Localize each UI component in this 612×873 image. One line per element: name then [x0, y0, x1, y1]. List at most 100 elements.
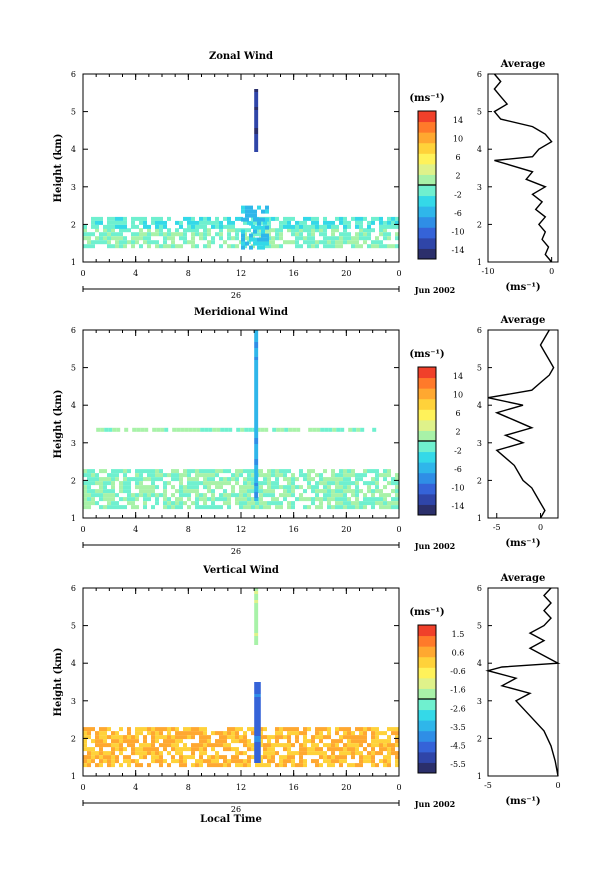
heatmap-cell — [363, 747, 367, 752]
heatmap-cell — [223, 493, 227, 498]
heatmap-cell — [147, 727, 151, 732]
heatmap-cell — [151, 743, 155, 748]
heatmap-cell — [391, 489, 395, 494]
y-tick-label: 5 — [71, 364, 76, 373]
heatmap-cell — [179, 739, 183, 744]
heatmap-cell — [103, 481, 107, 486]
heatmap-cell — [87, 759, 91, 764]
heatmap-cell — [257, 237, 261, 242]
heatmap-cell — [267, 220, 271, 225]
heatmap-cell — [319, 473, 323, 478]
heatmap-cell — [323, 477, 327, 482]
colorbar-swatch — [418, 111, 436, 123]
heatmap-cell — [254, 435, 259, 438]
heatmap-cell — [279, 727, 283, 732]
heatmap-cell — [243, 489, 247, 494]
heatmap-cell — [241, 237, 245, 242]
heatmap-cell — [323, 751, 327, 756]
heatmap-cell — [254, 426, 259, 429]
heatmap-cell — [107, 477, 111, 482]
heatmap-cell — [179, 735, 183, 740]
heatmap-cell — [175, 731, 179, 736]
heatmap-cell — [271, 244, 275, 249]
heatmap-cell — [331, 220, 335, 225]
heatmap-cell — [99, 505, 103, 510]
heatmap-cell — [183, 735, 187, 740]
heatmap-cell — [291, 216, 295, 221]
heatmap-cell — [254, 357, 259, 360]
heatmap-cell — [331, 232, 335, 237]
heatmap-cell — [371, 489, 375, 494]
heatmap-cell — [291, 477, 295, 482]
heatmap-cell — [307, 244, 311, 249]
heatmap-cell — [351, 481, 355, 486]
heatmap-cell — [167, 735, 171, 740]
heatmap-cell — [254, 104, 259, 107]
heatmap-cell — [327, 735, 331, 740]
heatmap-cell — [307, 216, 311, 221]
heatmap-cell — [343, 477, 347, 482]
heatmap-cell — [183, 493, 187, 498]
heatmap-cell — [119, 220, 123, 225]
heatmap-cell — [215, 485, 219, 490]
heatmap-cell — [283, 747, 287, 752]
heatmap-cell — [241, 233, 245, 238]
heatmap-cell — [152, 427, 157, 432]
heatmap-cell — [91, 216, 95, 221]
heatmap-cell — [275, 216, 279, 221]
heatmap-cell — [283, 240, 287, 245]
heatmap-cell — [119, 497, 123, 502]
average-y-tick-label: 3 — [477, 183, 482, 192]
heatmap-cell — [179, 497, 183, 502]
heatmap-cell — [199, 236, 203, 241]
heatmap-cell — [343, 497, 347, 502]
heatmap-cell — [196, 427, 201, 432]
heatmap-cell — [123, 739, 127, 744]
heatmap-cell — [331, 747, 335, 752]
heatmap-cell — [367, 489, 371, 494]
heatmap-cell — [323, 493, 327, 498]
heatmap-cell — [315, 489, 319, 494]
heatmap-cell — [303, 735, 307, 740]
colorbar-swatch — [418, 216, 436, 228]
heatmap-cell — [100, 427, 105, 432]
heatmap-cell — [211, 497, 215, 502]
y-tick-label: 5 — [71, 108, 76, 117]
heatmap-cell — [267, 739, 271, 744]
heatmap-cell — [347, 731, 351, 736]
heatmap-cell — [247, 501, 251, 506]
x-tick-label: 0 — [396, 783, 401, 792]
heatmap-cell — [135, 493, 139, 498]
heatmap-cell — [271, 236, 275, 241]
heatmap-cell — [219, 224, 223, 229]
colorbar-tick-label: 10 — [453, 135, 463, 144]
heatmap-cell — [331, 481, 335, 486]
heatmap-cell — [324, 427, 329, 432]
heatmap-cell — [175, 469, 179, 474]
heatmap-cell — [215, 232, 219, 237]
heatmap-cell — [187, 473, 191, 478]
heatmap-cell — [371, 228, 375, 233]
heatmap-cell — [107, 505, 111, 510]
heatmap-cell — [135, 232, 139, 237]
heatmap-cell — [175, 739, 179, 744]
heatmap-cell — [151, 485, 155, 490]
heatmap-cell — [183, 731, 187, 736]
heatmap-cell — [259, 489, 263, 494]
date-label: Jun 2002 — [414, 541, 455, 551]
heatmap-cell — [245, 213, 249, 218]
heatmap-cell — [263, 727, 267, 732]
heatmap-cell — [147, 244, 151, 249]
heatmap-cell — [111, 489, 115, 494]
heatmap-cell — [104, 427, 109, 432]
average-y-tick-label: 3 — [477, 697, 482, 706]
heatmap-cell — [223, 735, 227, 740]
heatmap-cell — [263, 477, 267, 482]
heatmap-cell — [265, 241, 269, 246]
heatmap-cell — [254, 444, 259, 447]
heatmap-cell — [219, 228, 223, 233]
heatmap-cell — [251, 497, 255, 502]
heatmap-cell — [395, 232, 399, 237]
heatmap-cell — [347, 469, 351, 474]
heatmap-cell — [95, 228, 99, 233]
